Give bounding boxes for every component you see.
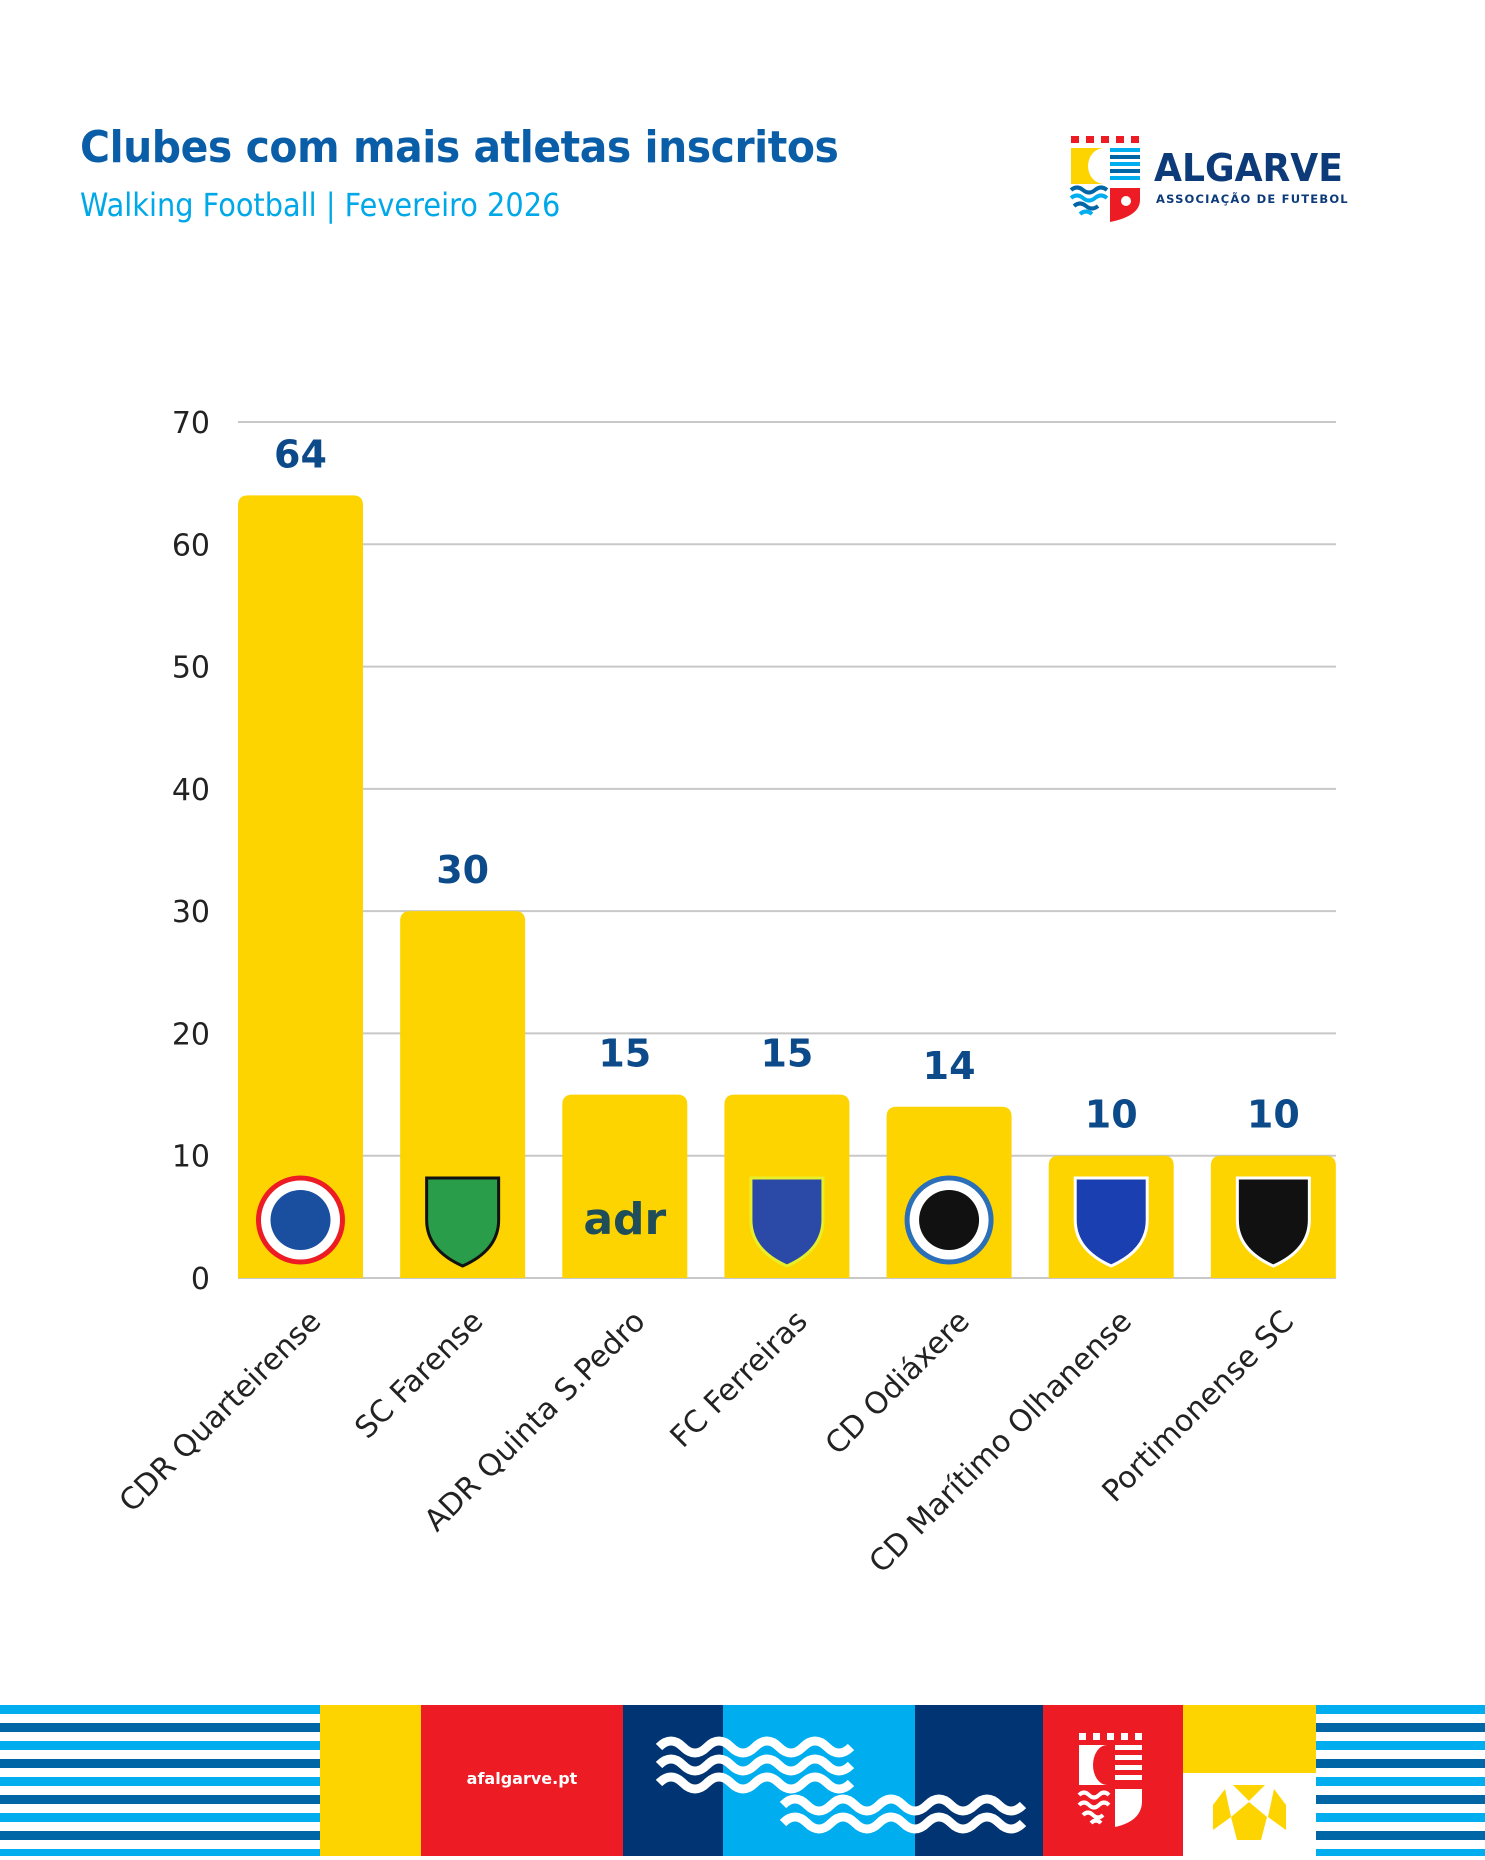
footer-stripes-left	[0, 1705, 320, 1856]
y-tick-label: 10	[172, 1140, 210, 1175]
y-tick-label: 60	[172, 528, 210, 563]
footer-red-crest-block	[1043, 1705, 1183, 1856]
bar-group: adr	[562, 1094, 688, 1278]
portimonense-crest-icon	[1235, 1176, 1311, 1268]
chart-title: Clubes com mais atletas inscritos	[80, 122, 839, 173]
x-tick-label: FC Ferreiras	[664, 1304, 815, 1455]
bar-group	[886, 1106, 1012, 1278]
bar-chart: 0 10 20 30 40 50 60 70 adr 64 30 15 15 14 10 10 CDR Q…	[113, 406, 1336, 1580]
footer-yellow-block	[320, 1705, 421, 1856]
value-label: 10	[1085, 1093, 1138, 1137]
cdr-quarteirense-crest-icon	[256, 1175, 345, 1265]
y-tick-label: 40	[172, 773, 210, 808]
bar-group	[1048, 1155, 1174, 1278]
football-icon	[1213, 1785, 1286, 1840]
bar[interactable]	[238, 495, 363, 1278]
footer-red-block: afalgarve.pt	[421, 1705, 623, 1856]
svg-text:adr: adr	[583, 1194, 666, 1245]
footer-ball-block	[1183, 1705, 1316, 1856]
value-label: 30	[436, 848, 489, 892]
footer-navy-block-2	[915, 1705, 1043, 1856]
footer-url-link[interactable]: afalgarve.pt	[466, 1769, 578, 1788]
cd-odiaxere-crest-icon	[904, 1175, 994, 1265]
value-label: 15	[598, 1032, 651, 1076]
value-label: 64	[274, 432, 327, 476]
value-labels: 64 30 15 15 14 10 10	[274, 432, 1300, 1136]
logo-tagline: ASSOCIAÇÃO DE FUTEBOL	[1156, 192, 1349, 206]
y-tick-label: 30	[172, 895, 210, 930]
value-label: 15	[760, 1032, 813, 1076]
x-tick-label: SC Farense	[348, 1304, 490, 1446]
cd-maritimo-olhanense-crest-icon	[1073, 1176, 1149, 1268]
bar-group	[724, 1094, 850, 1278]
af-algarve-crest-white-icon	[1077, 1733, 1142, 1827]
x-tick-label: CD Marítimo Olhanense	[863, 1304, 1139, 1580]
y-tick-label: 70	[172, 406, 210, 441]
bar[interactable]	[562, 1094, 688, 1278]
bar-group	[238, 495, 363, 1278]
af-algarve-crest-icon	[1069, 136, 1140, 222]
footer-banner: afalgarve.pt	[0, 1705, 1485, 1856]
value-label: 14	[923, 1044, 976, 1088]
af-algarve-logo: ALGARVE ASSOCIAÇÃO DE FUTEBOL	[1068, 134, 1348, 224]
footer-stripes-right	[1316, 1705, 1485, 1856]
adr-logo-icon: adr	[583, 1194, 666, 1245]
x-tick-label: CD Odiáxere	[819, 1304, 977, 1462]
y-tick-label: 0	[191, 1262, 210, 1297]
chart-subtitle: Walking Football | Fevereiro 2026	[80, 186, 561, 224]
bar-group	[400, 911, 526, 1278]
value-label: 10	[1247, 1093, 1300, 1137]
y-tick-label: 50	[172, 651, 210, 686]
fc-ferreiras-crest-icon	[749, 1176, 825, 1268]
bar-group	[1210, 1155, 1336, 1278]
bars: adr	[238, 495, 1336, 1278]
waves-icon	[655, 1736, 1027, 1834]
y-tick-label: 20	[172, 1017, 210, 1052]
logo-name: ALGARVE	[1154, 146, 1343, 190]
y-axis-ticks: 0 10 20 30 40 50 60 70	[172, 406, 210, 1297]
sc-farense-crest-icon	[425, 1176, 501, 1268]
x-tick-label: CDR Quarteirense	[113, 1304, 328, 1519]
